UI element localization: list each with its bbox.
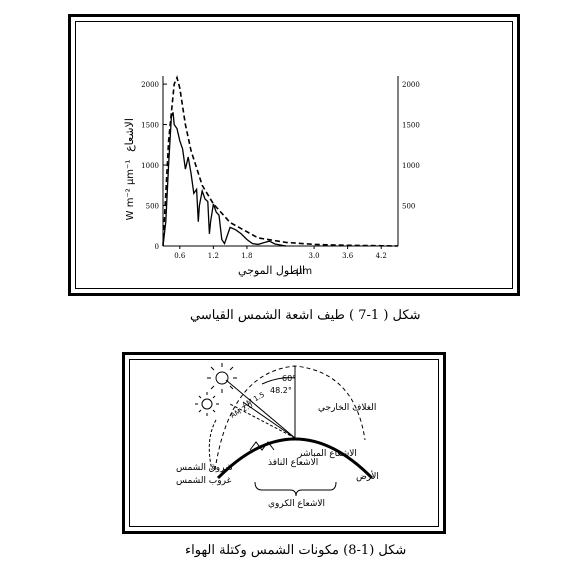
x-tick-label: 0.6 <box>174 252 186 260</box>
y-tick-label-left: 500 <box>146 203 159 211</box>
angle-60-label: 60° <box>282 374 296 383</box>
x-axis-label: الطول الموجي <box>238 264 305 277</box>
y-tick-label-left: 1000 <box>141 162 159 170</box>
figure-2-caption: شكل (1-8) مكونات الشمس وكتلة الهواء <box>185 543 407 558</box>
series-envelope-line <box>162 75 399 247</box>
direct-radiation-label: الاشعاع المباشر <box>297 449 357 459</box>
y-tick-label-right: 1000 <box>402 162 420 170</box>
earth-surface-arc <box>216 437 374 480</box>
x-tick-label: 3.6 <box>342 252 354 260</box>
x-tick-label: 1.2 <box>208 252 219 260</box>
y-tick-label-right: 1500 <box>402 122 420 130</box>
y-tick-label-right: 2000 <box>402 81 420 89</box>
y-tick-label-left: 1500 <box>141 122 159 130</box>
x-tick-label: 1.8 <box>241 252 252 260</box>
sunrise-label: شروق الشمس <box>176 463 233 473</box>
sun-icon <box>195 392 219 416</box>
y-axis-label: الاشعاع <box>123 118 136 152</box>
angle-48-label: 48.2° <box>270 386 292 395</box>
atmosphere-label: الغلاف الخارجي <box>318 403 376 413</box>
figure-2-frame <box>122 352 446 534</box>
earth-label: الأرض <box>356 470 379 482</box>
x-axis-unit: µm <box>296 266 312 277</box>
figure-1-frame <box>68 14 520 296</box>
x-tick-label: 4.2 <box>376 252 387 260</box>
diffuse-radiation-label: الاشعاع النافذ <box>268 458 318 468</box>
sunset-label: غروب الشمس <box>176 476 232 486</box>
y-tick-label-left: 0 <box>155 243 159 251</box>
figure-1-caption: شكل ( 1-7 ) طيف اشعة الشمس القياسي <box>190 308 421 323</box>
sun-icon <box>207 363 237 393</box>
series-spectrum-line <box>162 112 287 247</box>
y-axis-unit: W m⁻² µm⁻¹ <box>125 160 136 221</box>
x-tick-label: 3.0 <box>309 252 320 260</box>
global-radiation-label: الاشعاع الكروي <box>268 499 325 509</box>
y-tick-label-right: 500 <box>402 203 415 211</box>
y-tick-label-left: 2000 <box>141 81 159 89</box>
